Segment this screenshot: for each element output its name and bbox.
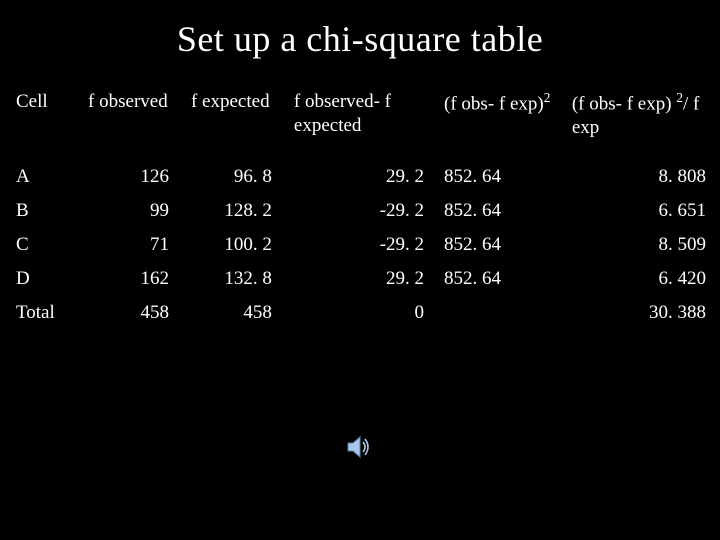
cell-contrib: 8. 808	[568, 160, 712, 194]
cell-diff: -29. 2	[290, 194, 434, 228]
table-row: B 99 128. 2 -29. 2 852. 64 6. 651	[12, 194, 712, 228]
chi-square-table-container: Cell f observed f expected f observed- f…	[0, 88, 720, 330]
cell-label: B	[12, 194, 84, 228]
cell-contrib: 30. 388	[568, 296, 712, 330]
cell-fexp: 128. 2	[187, 194, 290, 228]
cell-fexp: 458	[187, 296, 290, 330]
cell-sq: 852. 64	[434, 194, 568, 228]
cell-sq: 852. 64	[434, 160, 568, 194]
col-header-fobs: f observed	[84, 88, 187, 160]
cell-diff: 0	[290, 296, 434, 330]
cell-label: C	[12, 228, 84, 262]
table-header-row: Cell f observed f expected f observed- f…	[12, 88, 712, 160]
table-body: A 126 96. 8 29. 2 852. 64 8. 808 B 99 12…	[12, 160, 712, 330]
col-header-diff: f observed- f expected	[290, 88, 434, 160]
cell-label: D	[12, 262, 84, 296]
cell-fobs: 126	[84, 160, 187, 194]
col-header-fexp: f expected	[187, 88, 290, 160]
cell-diff: -29. 2	[290, 228, 434, 262]
table-row: D 162 132. 8 29. 2 852. 64 6. 420	[12, 262, 712, 296]
cell-fexp: 100. 2	[187, 228, 290, 262]
cell-contrib: 6. 651	[568, 194, 712, 228]
col-header-contrib: (f obs- f exp) 2/ f exp	[568, 88, 712, 160]
col-header-cell: Cell	[12, 88, 84, 160]
cell-contrib: 6. 420	[568, 262, 712, 296]
cell-fobs: 99	[84, 194, 187, 228]
chi-square-table: Cell f observed f expected f observed- f…	[12, 88, 712, 330]
page-title: Set up a chi-square table	[0, 0, 720, 88]
cell-label: Total	[12, 296, 84, 330]
cell-fobs: 71	[84, 228, 187, 262]
col-header-sq: (f obs- f exp)2	[434, 88, 568, 160]
cell-fobs: 162	[84, 262, 187, 296]
cell-fobs: 458	[84, 296, 187, 330]
cell-label: A	[12, 160, 84, 194]
cell-sq: 852. 64	[434, 262, 568, 296]
table-row: C 71 100. 2 -29. 2 852. 64 8. 509	[12, 228, 712, 262]
cell-diff: 29. 2	[290, 160, 434, 194]
table-row: A 126 96. 8 29. 2 852. 64 8. 808	[12, 160, 712, 194]
audio-icon	[345, 434, 373, 460]
cell-diff: 29. 2	[290, 262, 434, 296]
cell-sq: 852. 64	[434, 228, 568, 262]
table-row: Total 458 458 0 30. 388	[12, 296, 712, 330]
cell-fexp: 96. 8	[187, 160, 290, 194]
cell-sq	[434, 296, 568, 330]
cell-contrib: 8. 509	[568, 228, 712, 262]
cell-fexp: 132. 8	[187, 262, 290, 296]
